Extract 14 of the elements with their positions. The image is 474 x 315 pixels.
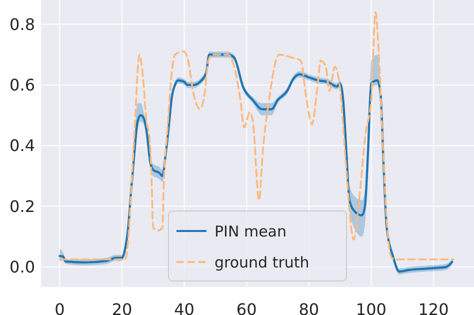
x-tick-label: 60 [236, 300, 257, 315]
y-tick-label: 0.6 [10, 76, 35, 95]
x-tick-label: 20 [112, 300, 132, 315]
y-tick-label: 0.0 [10, 258, 35, 277]
x-tick-label: 40 [174, 300, 194, 315]
legend-label: ground truth [214, 253, 310, 272]
x-tick-label: 100 [356, 300, 386, 315]
x-tick-label: 0 [54, 300, 65, 315]
legend-label: PIN mean [214, 222, 286, 240]
y-tick-label: 0.2 [10, 196, 35, 216]
y-tick-label: 0.4 [10, 136, 35, 156]
y-tick-label: 0.8 [10, 14, 35, 34]
x-tick-label: 80 [298, 300, 320, 315]
x-tick-label: 120 [418, 300, 449, 315]
